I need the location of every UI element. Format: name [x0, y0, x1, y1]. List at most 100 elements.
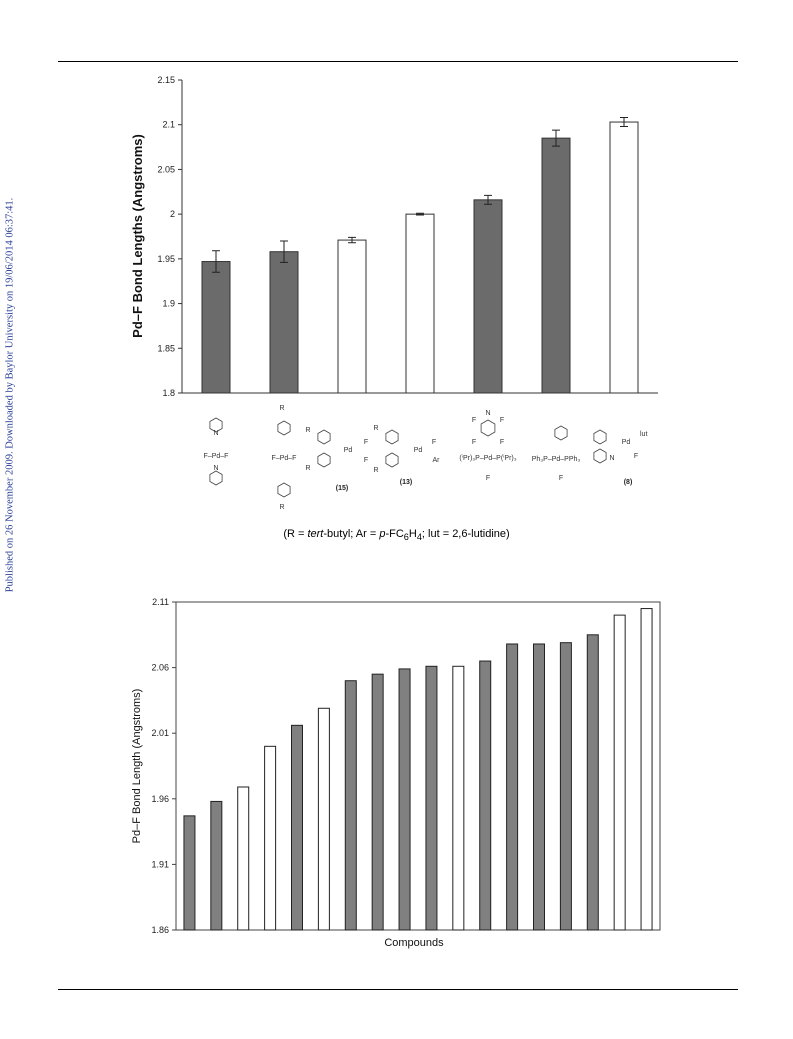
- ring-icon: [317, 452, 331, 468]
- chart-2-bar: [425, 665, 438, 931]
- structure-label: F: [472, 439, 476, 446]
- chart-1-y-tick-label: 2: [170, 209, 175, 219]
- chart-1-y-tick-label: 1.95: [157, 254, 175, 264]
- chart-1-y-tick-label: 1.8: [162, 388, 175, 398]
- structure-label: F: [486, 475, 490, 482]
- structure-label: N: [609, 455, 614, 462]
- chart-1-y-ticks: 1.8 1.85 1.9 1.95 2 2.05 2.1 2.15: [157, 75, 182, 398]
- bottom-rule: [58, 989, 738, 990]
- chart-2-bar: [264, 745, 277, 931]
- chart-2-bar: [291, 724, 303, 931]
- chart-1-y-tick-label: 1.85: [157, 343, 175, 353]
- structure-label: R: [373, 467, 378, 474]
- ring-icon: [209, 470, 223, 486]
- chart-1-y-axis-label: Pd–F Bond Lengths (Angstroms): [130, 134, 145, 338]
- chart-2-bar: [533, 643, 545, 931]
- chart-1-structures: NF–Pd–FNRF–Pd–FRRPdFFR(15)RPdFArR(13)FNF…: [204, 405, 648, 511]
- ring-icon: [593, 429, 607, 445]
- ring-icon: [554, 425, 568, 441]
- chart-1-bar: [201, 261, 231, 394]
- structure-label: F: [634, 453, 638, 460]
- footnote: (R = tert-butyl; Ar = p-FC6H4; lut = 2,6…: [0, 528, 793, 542]
- ring-icon: [480, 419, 496, 437]
- chart-2-bar: [640, 608, 653, 931]
- chart-1-y-tick-label: 1.9: [162, 299, 175, 309]
- footnote-text: (R = tert-butyl; Ar = p-FC6H4; lut = 2,6…: [283, 528, 510, 543]
- chart-2-y-tick-label: 1.86: [151, 925, 169, 935]
- chart-2-y-ticks: 1.86 1.91 1.96 2.01 2.06 2.11: [151, 597, 176, 935]
- chart-1-error-bar: [484, 194, 492, 205]
- compound-label-13: (13): [400, 479, 412, 486]
- chart-1-bar: [609, 121, 639, 394]
- structure-label: R: [305, 465, 310, 472]
- chart-2-y-tick-label: 1.91: [151, 859, 169, 869]
- structure-label: F: [364, 457, 368, 464]
- ring-icon: [385, 452, 399, 468]
- chart-2-bar: [586, 634, 599, 931]
- chart-1-y-tick-label: 2.1: [162, 120, 175, 130]
- chart-2-bar: [479, 660, 492, 931]
- chart-2-bar: [506, 643, 519, 931]
- chart-2-y-tick-label: 2.01: [151, 728, 169, 738]
- structure-label: F: [472, 417, 476, 424]
- structure-label: lut: [640, 431, 647, 438]
- chart-1-error-bar: [348, 236, 356, 244]
- chart-2-bar: [371, 673, 384, 931]
- ring-icon: [209, 417, 223, 433]
- chart-2-bar: [344, 680, 357, 931]
- structure-label: F: [364, 439, 368, 446]
- structure-label: R: [373, 425, 378, 432]
- structure-label: F: [500, 417, 504, 424]
- chart-2-bar: [452, 665, 465, 931]
- chart-2-y-tick-label: 1.96: [151, 794, 169, 804]
- chart-1-bar: [473, 199, 503, 394]
- chart-1-error-bar: [416, 212, 424, 216]
- chart-2-y-axis-label: Pd–F Bond Length (Angstroms): [131, 689, 143, 844]
- structure-label: N: [485, 410, 490, 417]
- chart-2-axes: [175, 601, 661, 931]
- chart-1: 1.8 1.85 1.9 1.95 2 2.05 2.1 2.15 Pd–F Bond Len…: [130, 75, 658, 511]
- chart-2-bar: [237, 786, 250, 931]
- top-rule: [58, 61, 738, 62]
- structure-label: R: [279, 504, 284, 511]
- ring-icon: [593, 448, 607, 464]
- chart-2-bar: [317, 707, 330, 931]
- chart-2-bar: [183, 815, 196, 931]
- structure-label: F: [500, 439, 504, 446]
- ring-icon: [317, 429, 331, 445]
- ring-icon: [277, 482, 291, 498]
- chart-1-error-bar: [280, 240, 288, 263]
- structure-label: Pd: [622, 439, 631, 446]
- chart-1-bar: [337, 239, 367, 394]
- chart-1-y-tick-label: 2.15: [157, 75, 175, 85]
- ring-icon: [385, 429, 399, 445]
- structure-label: F: [559, 475, 563, 482]
- compound-label-8: (8): [624, 479, 633, 486]
- chart-2-bar: [613, 614, 626, 931]
- chart-2-bar: [210, 800, 223, 931]
- structure-label: Pd: [344, 447, 353, 454]
- ring-icon: [277, 420, 291, 436]
- structure-label: F–Pd–F: [272, 455, 297, 462]
- chart-1-error-bar: [212, 250, 220, 273]
- chart-2-x-axis-label: Compounds: [384, 937, 444, 949]
- chart-1-error-bar: [620, 117, 628, 128]
- structure-label: F–Pd–F: [204, 453, 229, 460]
- chart-2-y-tick-label: 2.06: [151, 663, 169, 673]
- chart-1-error-bars: [212, 117, 628, 273]
- structure-label: R: [279, 405, 284, 412]
- structure-label: N: [213, 430, 218, 437]
- compound-label-15: (15): [336, 485, 348, 492]
- chart-2-bars: [183, 608, 653, 931]
- chart-1-y-tick-label: 2.05: [157, 164, 175, 174]
- chart-2-bar: [398, 668, 411, 931]
- chart-2-plot-frame: [175, 601, 661, 931]
- structure-label: (ⁱPr)₃P–Pd–P(ⁱPr)₃: [459, 454, 516, 462]
- structure-label: Pd: [414, 447, 423, 454]
- structure-label: F: [432, 439, 436, 446]
- structure-label: Ar: [433, 457, 441, 464]
- structure-label: Ph₃P–Pd–PPh₃: [532, 456, 581, 463]
- chart-1-error-bar: [552, 129, 560, 147]
- structure-label: N: [213, 465, 218, 472]
